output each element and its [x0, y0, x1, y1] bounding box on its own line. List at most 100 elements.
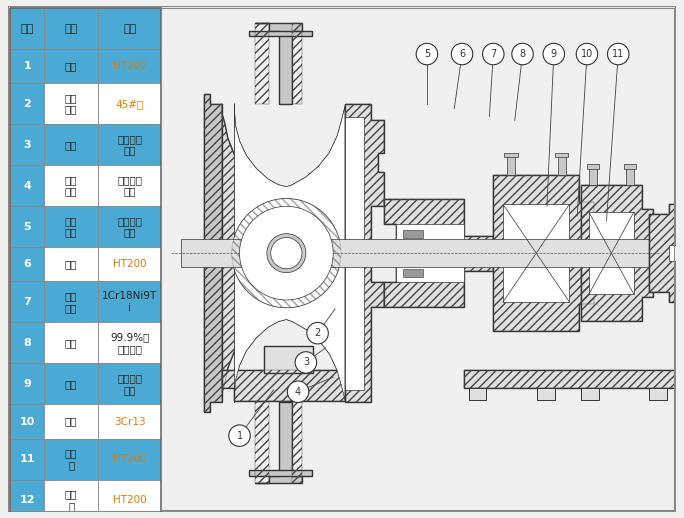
Bar [44, 281, 98, 322]
Bar [292, 23, 302, 104]
Text: 3Cr13: 3Cr13 [114, 416, 146, 426]
Circle shape [271, 238, 302, 269]
Circle shape [239, 206, 333, 300]
Text: 99.9%氧
化铝陶瓷: 99.9%氧 化铝陶瓷 [110, 332, 149, 354]
Text: 3: 3 [303, 357, 309, 367]
Bar [255, 23, 269, 104]
Bar [98, 206, 161, 247]
Bar [161, 8, 674, 510]
Bar [249, 31, 312, 36]
Bar [404, 257, 423, 265]
Bar [249, 470, 312, 476]
Polygon shape [581, 185, 653, 322]
Text: 泵盖
村里: 泵盖 村里 [65, 216, 77, 238]
Circle shape [607, 44, 629, 65]
Text: 11: 11 [612, 49, 624, 59]
Polygon shape [222, 104, 345, 399]
Text: HT200: HT200 [113, 495, 146, 505]
Bar [98, 124, 161, 165]
Bar [10, 439, 44, 480]
Bar [503, 204, 569, 302]
Bar [10, 8, 44, 49]
Bar [504, 153, 518, 157]
Bar [181, 239, 649, 267]
Text: 联轴
器: 联轴 器 [65, 490, 77, 511]
Bar [98, 480, 161, 518]
Bar [10, 405, 44, 439]
Bar [10, 83, 44, 124]
Text: 45#鉢: 45#鉢 [116, 99, 144, 109]
Bar [10, 124, 44, 165]
Bar [581, 388, 598, 399]
Text: 6: 6 [23, 260, 31, 269]
Circle shape [287, 381, 308, 402]
Polygon shape [345, 104, 384, 402]
Text: 2: 2 [315, 328, 321, 338]
Bar [44, 322, 98, 364]
Polygon shape [222, 370, 356, 401]
Bar [98, 405, 161, 439]
Bar [589, 212, 634, 294]
Bar [44, 165, 98, 206]
Circle shape [295, 352, 317, 373]
Text: HT200: HT200 [113, 454, 146, 464]
Polygon shape [255, 23, 302, 104]
Circle shape [267, 234, 306, 272]
Circle shape [512, 44, 534, 65]
Bar [537, 388, 555, 399]
Text: 泵体: 泵体 [65, 61, 77, 71]
Circle shape [307, 322, 328, 344]
Bar [404, 269, 423, 277]
Text: 序号: 序号 [21, 24, 34, 34]
Bar [264, 346, 313, 373]
Polygon shape [345, 117, 365, 390]
Text: 11: 11 [19, 454, 35, 464]
Bar [10, 165, 44, 206]
Text: 8: 8 [519, 49, 525, 59]
Text: 机封
压盖: 机封 压盖 [65, 291, 77, 313]
Text: 轴承
体: 轴承 体 [65, 448, 77, 470]
Circle shape [228, 425, 250, 447]
Text: 7: 7 [23, 297, 31, 307]
Bar [44, 8, 98, 49]
Text: 1: 1 [23, 61, 31, 71]
Text: HT200: HT200 [113, 260, 146, 269]
Text: 叶轮
骨架: 叶轮 骨架 [65, 93, 77, 114]
Text: HT200: HT200 [113, 61, 146, 71]
Circle shape [576, 44, 598, 65]
Bar [98, 364, 161, 405]
Bar [469, 388, 486, 399]
Text: 泵体
村里: 泵体 村里 [65, 175, 77, 197]
Bar [98, 49, 161, 83]
Text: 10: 10 [20, 416, 35, 426]
Text: 泵盖: 泵盖 [65, 260, 77, 269]
Text: 静环: 静环 [65, 338, 77, 348]
Bar [626, 167, 634, 185]
Bar [10, 8, 161, 518]
Bar [464, 370, 679, 388]
Bar [98, 165, 161, 206]
Text: 10: 10 [581, 49, 593, 59]
Bar [44, 49, 98, 83]
Circle shape [232, 198, 341, 308]
Bar [10, 480, 44, 518]
Bar [44, 480, 98, 518]
Text: 6: 6 [459, 49, 465, 59]
Text: 9: 9 [551, 49, 557, 59]
Text: 8: 8 [23, 338, 31, 348]
Polygon shape [235, 104, 345, 402]
Bar [44, 247, 98, 281]
Bar [44, 83, 98, 124]
Text: 泵轴: 泵轴 [65, 416, 77, 426]
Bar [555, 153, 568, 157]
Bar [589, 167, 596, 185]
Polygon shape [384, 199, 493, 307]
Text: 填充四氟
乙烯: 填充四氟 乙烯 [117, 373, 142, 395]
Text: 1: 1 [237, 430, 243, 441]
Bar [292, 402, 302, 483]
Bar [44, 405, 98, 439]
Circle shape [543, 44, 564, 65]
Text: 4: 4 [295, 387, 301, 397]
Text: 3: 3 [23, 140, 31, 150]
Bar [624, 164, 635, 169]
